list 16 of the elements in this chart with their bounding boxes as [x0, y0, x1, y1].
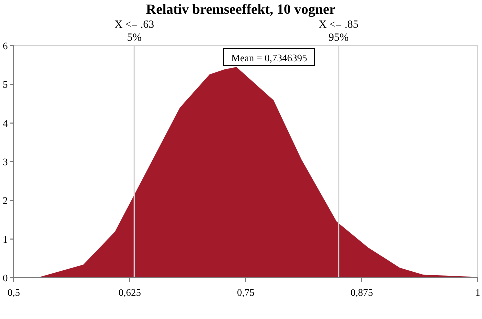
annotation: Mean = 0,7346395 — [231, 54, 308, 64]
x-tick-label: 0,75 — [237, 288, 255, 299]
x-tick-label: 1 — [476, 288, 480, 299]
y-tick-label: 4 — [3, 118, 8, 130]
x-tick-label: 0,625 — [118, 288, 142, 299]
ref-line-label: X <= .85 95% — [318, 19, 360, 44]
y-tick-label: 5 — [3, 80, 8, 92]
ref-line-label: X <= .63 5% — [114, 19, 155, 44]
y-tick-label: 3 — [3, 158, 8, 168]
y-tick-label: 0 — [3, 274, 8, 284]
y-tick-label: 1 — [3, 234, 8, 246]
y-tick-label: 6 — [3, 42, 8, 52]
x-tick-label: 0,875 — [350, 288, 374, 299]
x-tick-label: 0,5 — [8, 288, 20, 299]
y-tick-label: 2 — [3, 196, 8, 208]
chart-title: Relativ bremseeffekt, 10 vogner — [146, 3, 336, 18]
